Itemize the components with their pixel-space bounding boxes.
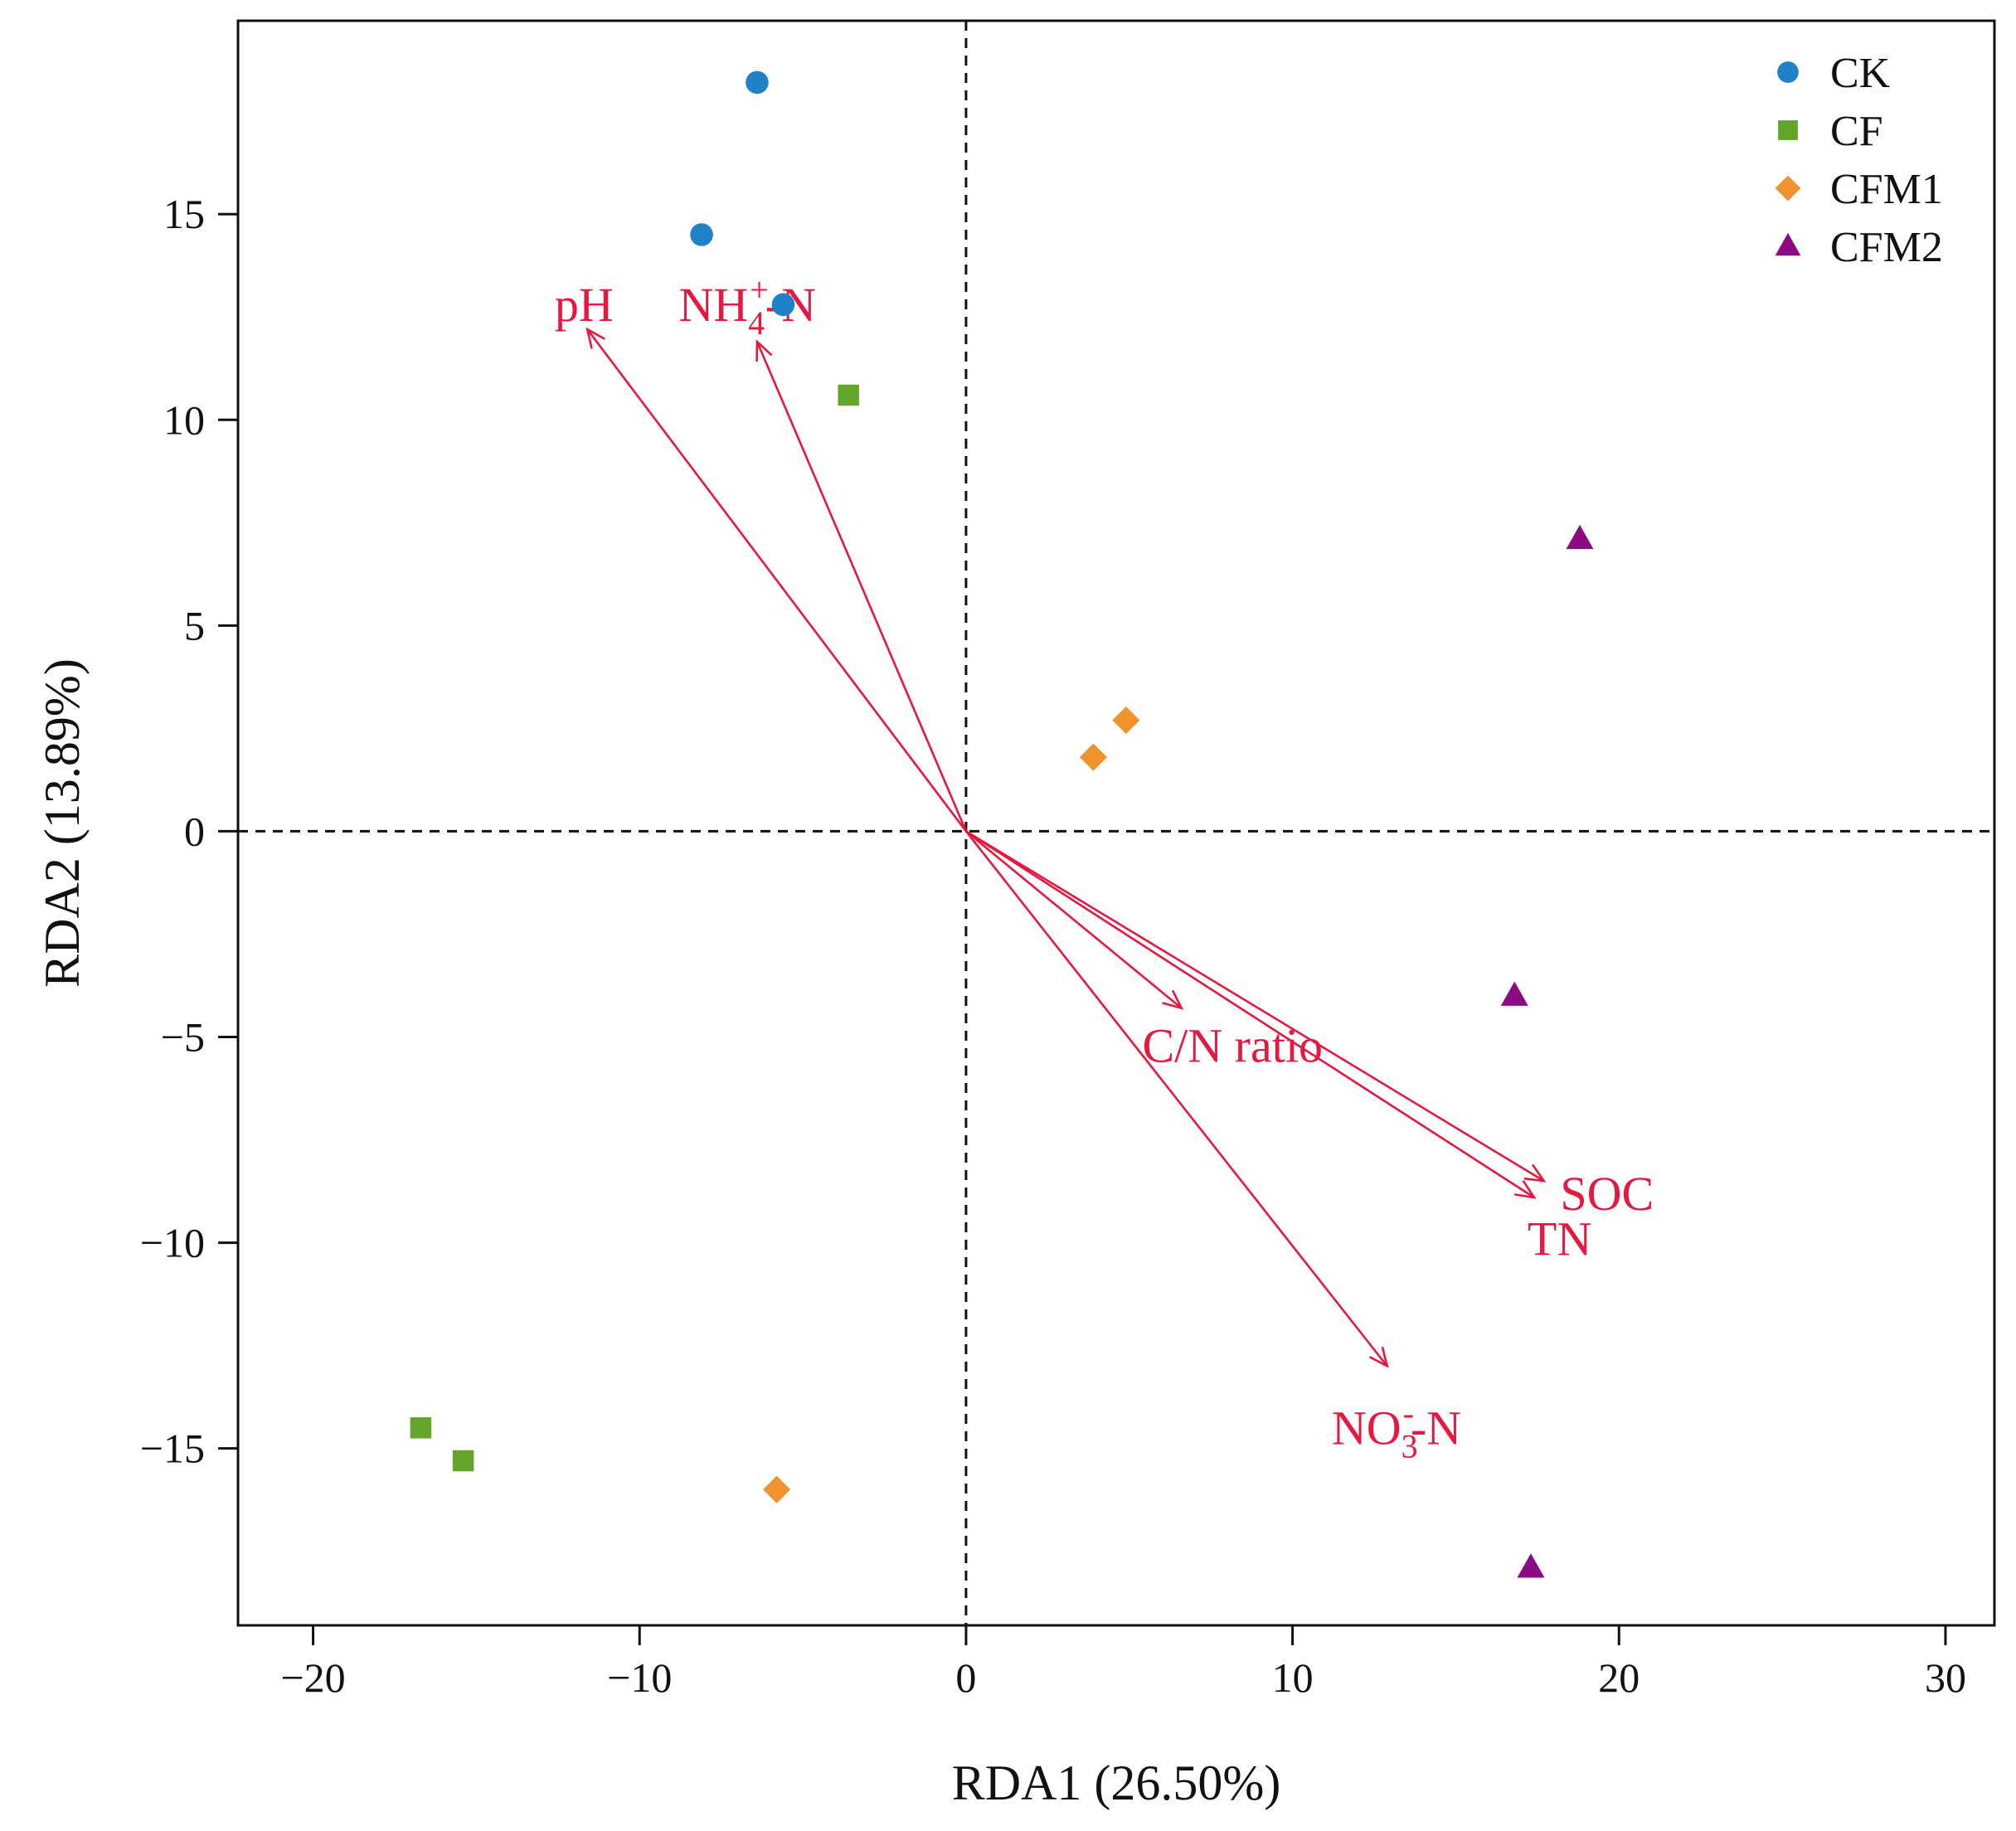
y-tick-label: −10	[140, 1220, 205, 1266]
x-tick-label: −10	[607, 1654, 672, 1701]
legend-label-cfm2: CFM2	[1830, 224, 1943, 271]
x-tick-label: 0	[955, 1654, 976, 1701]
legend-label-cfm1: CFM1	[1830, 166, 1943, 213]
legend-marker-cfm1	[1775, 175, 1801, 202]
vector-label-main: TN	[1528, 1212, 1591, 1265]
x-tick-label: 10	[1272, 1654, 1314, 1701]
vector-arrowhead	[1368, 1346, 1389, 1368]
y-tick-label: 10	[163, 396, 205, 443]
vector-arrowhead	[755, 339, 773, 362]
vector-label-main: pH	[555, 278, 614, 332]
point-ck	[746, 70, 769, 95]
vector-arrowhead	[1523, 1163, 1547, 1183]
point-cfm2	[1517, 1553, 1545, 1578]
vector-label-sup: -	[1403, 1395, 1414, 1432]
legend-label-ck: CK	[1830, 50, 1891, 97]
y-tick-label: 0	[184, 808, 205, 854]
vector-label: SOC	[1560, 1167, 1654, 1221]
vector-label-tail: -N	[1411, 1401, 1461, 1455]
vector-ph	[586, 328, 967, 833]
x-axis-title: RDA1 (26.50%)	[952, 1756, 1281, 1810]
vector-arrowhead	[1162, 989, 1184, 1010]
x-tick-label: 20	[1598, 1654, 1640, 1701]
point-cfm1	[763, 1475, 791, 1503]
vector-label-sub: 3	[1401, 1428, 1418, 1465]
point-ck	[690, 223, 713, 246]
legend-marker-ck	[1777, 61, 1799, 83]
point-cfm2	[1566, 524, 1594, 550]
vector-soc	[965, 830, 1545, 1183]
legend-marker-cf	[1778, 120, 1798, 140]
vector-label-main: SOC	[1560, 1167, 1654, 1221]
vector-label: pH	[555, 278, 614, 332]
point-cf	[410, 1417, 432, 1439]
point-cfm1	[1112, 706, 1140, 734]
legend-marker-cfm2	[1775, 232, 1801, 256]
vector-label-sub: 4	[748, 304, 765, 342]
point-cf	[838, 384, 859, 406]
vector-label-main: NH	[678, 278, 748, 332]
y-tick-label: 15	[163, 191, 205, 237]
point-cfm1	[1079, 743, 1107, 771]
vector-label-main: C/N ratio	[1142, 1018, 1322, 1072]
vector-c-n-ratio	[965, 830, 1183, 1009]
point-ck	[771, 293, 795, 317]
vector-label-main: NO	[1332, 1401, 1401, 1455]
vector-tn	[965, 830, 1535, 1199]
x-tick-label: 30	[1925, 1654, 1966, 1701]
vector-no3-n	[964, 830, 1388, 1367]
vector-label: NH4+-N	[678, 271, 816, 342]
vector-arrowhead	[1513, 1180, 1537, 1199]
y-tick-label: 5	[184, 602, 205, 648]
y-axis-title: RDA2 (13.89%)	[35, 658, 90, 988]
vector-label: NO3--N	[1332, 1395, 1461, 1465]
point-cf	[452, 1450, 474, 1472]
point-cfm2	[1500, 981, 1528, 1006]
plot-frame	[236, 19, 1996, 1627]
x-tick-label: −20	[280, 1654, 345, 1701]
y-tick-label: −15	[140, 1425, 205, 1472]
vector-label-sup: +	[750, 271, 769, 308]
vector-nh4-n	[755, 341, 968, 832]
y-tick-label: −5	[161, 1014, 205, 1061]
vector-label: TN	[1528, 1212, 1591, 1265]
legend-label-cf: CF	[1830, 108, 1883, 155]
vector-arrowhead	[585, 327, 605, 349]
vector-label: C/N ratio	[1142, 1018, 1322, 1072]
